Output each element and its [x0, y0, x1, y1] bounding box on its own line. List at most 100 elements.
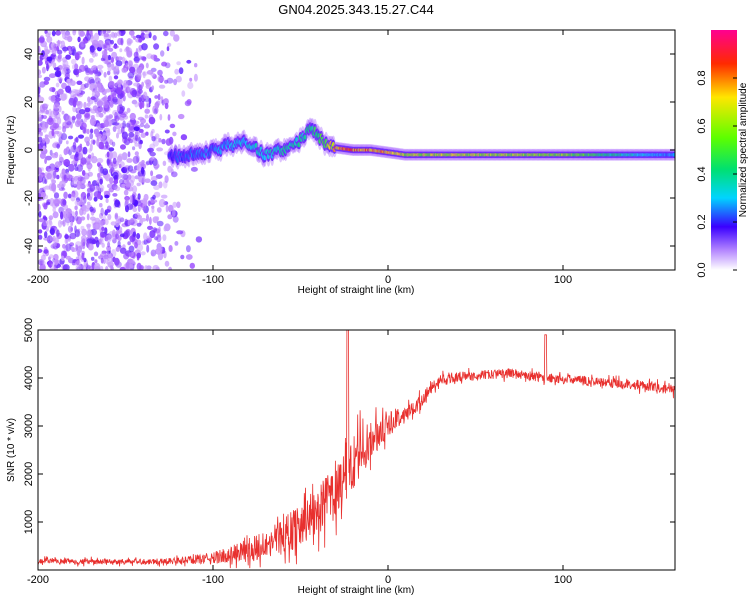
noise-point: [176, 201, 181, 209]
noise-point: [41, 66, 46, 74]
noise-point: [109, 101, 114, 108]
noise-point: [103, 71, 107, 78]
noise-point: [189, 77, 193, 82]
noise-point: [38, 36, 45, 43]
noise-point: [156, 207, 162, 213]
noise-point: [58, 53, 63, 59]
noise-point: [164, 175, 169, 184]
noise-point: [172, 215, 179, 223]
colorbar-tick-label: 0.4: [696, 166, 708, 181]
noise-point: [71, 115, 76, 121]
noise-point: [48, 95, 56, 101]
noise-point: [153, 184, 160, 190]
noise-point: [164, 79, 169, 84]
noise-point: [147, 225, 153, 230]
noise-point: [66, 218, 70, 226]
noise-point: [189, 262, 195, 269]
noise-point: [93, 262, 101, 270]
noise-point: [65, 140, 69, 145]
noise-point: [103, 100, 109, 109]
noise-point: [127, 203, 134, 211]
noise-point: [164, 62, 171, 69]
noise-point: [138, 97, 142, 103]
noise-point: [42, 145, 46, 151]
y-tick-label: 4000: [23, 366, 35, 390]
noise-point: [148, 97, 152, 105]
noise-point: [154, 106, 159, 114]
noise-point: [98, 141, 104, 150]
noise-point: [146, 30, 151, 34]
noise-point: [54, 237, 59, 244]
noise-point: [158, 138, 162, 143]
noise-point: [99, 178, 103, 185]
noise-point: [163, 226, 168, 232]
noise-point: [91, 90, 99, 99]
noise-point: [63, 204, 69, 211]
noise-point: [63, 174, 67, 180]
noise-point: [91, 118, 95, 126]
noise-point: [126, 41, 132, 46]
noise-point: [111, 141, 116, 147]
noise-point: [141, 81, 145, 88]
noise-point: [57, 57, 62, 63]
noise-point: [161, 138, 166, 145]
noise-point: [140, 166, 145, 175]
noise-point: [63, 148, 68, 156]
noise-point: [93, 223, 101, 229]
noise-point: [114, 115, 120, 122]
noise-point: [38, 248, 43, 253]
noise-point: [103, 215, 106, 223]
noise-point: [157, 76, 165, 82]
noise-point: [127, 87, 133, 92]
noise-point: [76, 164, 84, 172]
noise-point: [137, 193, 141, 200]
y-tick-label: 0: [23, 147, 35, 153]
noise-point: [46, 220, 53, 228]
noise-point: [38, 96, 45, 103]
noise-point: [43, 203, 48, 210]
noise-point: [96, 138, 100, 147]
noise-point: [71, 246, 75, 252]
noise-point: [149, 216, 152, 225]
noise-point: [129, 169, 137, 174]
noise-point: [153, 159, 159, 168]
x-tick-label: -100: [202, 574, 224, 586]
noise-point: [112, 45, 119, 49]
noise-point: [61, 82, 67, 90]
noise-point: [97, 192, 102, 200]
noise-point: [83, 257, 87, 263]
noise-point: [127, 60, 133, 67]
noise-point: [121, 183, 126, 188]
noise-point: [178, 67, 184, 75]
noise-point: [127, 174, 132, 181]
noise-point: [112, 126, 117, 132]
trace-point: [263, 154, 267, 161]
noise-point: [86, 128, 90, 135]
y-tick-label: -20: [23, 190, 35, 206]
noise-point: [151, 207, 155, 214]
noise-point: [127, 241, 131, 246]
figure-title: GN04.2025.343.15.27.C44: [278, 2, 433, 17]
noise-point: [52, 62, 57, 69]
noise-point: [81, 122, 87, 130]
noise-point: [156, 220, 164, 227]
noise-point: [72, 30, 77, 33]
noise-point: [134, 212, 141, 218]
noise-point: [100, 207, 104, 216]
noise-point: [56, 143, 60, 149]
noise-point: [57, 76, 63, 83]
noise-point: [83, 195, 87, 204]
noise-point: [93, 32, 100, 41]
noise-point: [144, 114, 149, 119]
noise-point: [48, 215, 54, 221]
noise-point: [145, 102, 150, 109]
noise-point: [71, 160, 77, 165]
noise-point: [57, 219, 63, 228]
noise-point: [150, 176, 158, 182]
noise-point: [62, 243, 66, 249]
noise-point: [70, 221, 74, 226]
noise-point: [113, 32, 118, 38]
noise-point: [49, 267, 57, 270]
noise-point: [105, 88, 111, 93]
noise-point: [120, 113, 127, 118]
